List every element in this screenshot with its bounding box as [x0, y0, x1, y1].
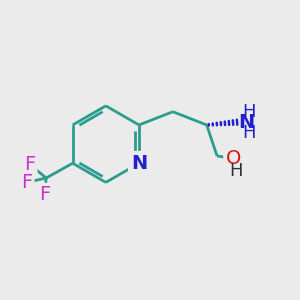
Text: H: H	[230, 162, 243, 180]
Text: H: H	[243, 103, 256, 121]
Text: N: N	[131, 154, 147, 173]
Text: F: F	[24, 155, 36, 174]
Text: H: H	[243, 124, 256, 142]
Text: O: O	[226, 149, 241, 168]
Text: N: N	[238, 112, 255, 131]
Text: F: F	[39, 185, 50, 204]
Text: F: F	[21, 173, 33, 192]
